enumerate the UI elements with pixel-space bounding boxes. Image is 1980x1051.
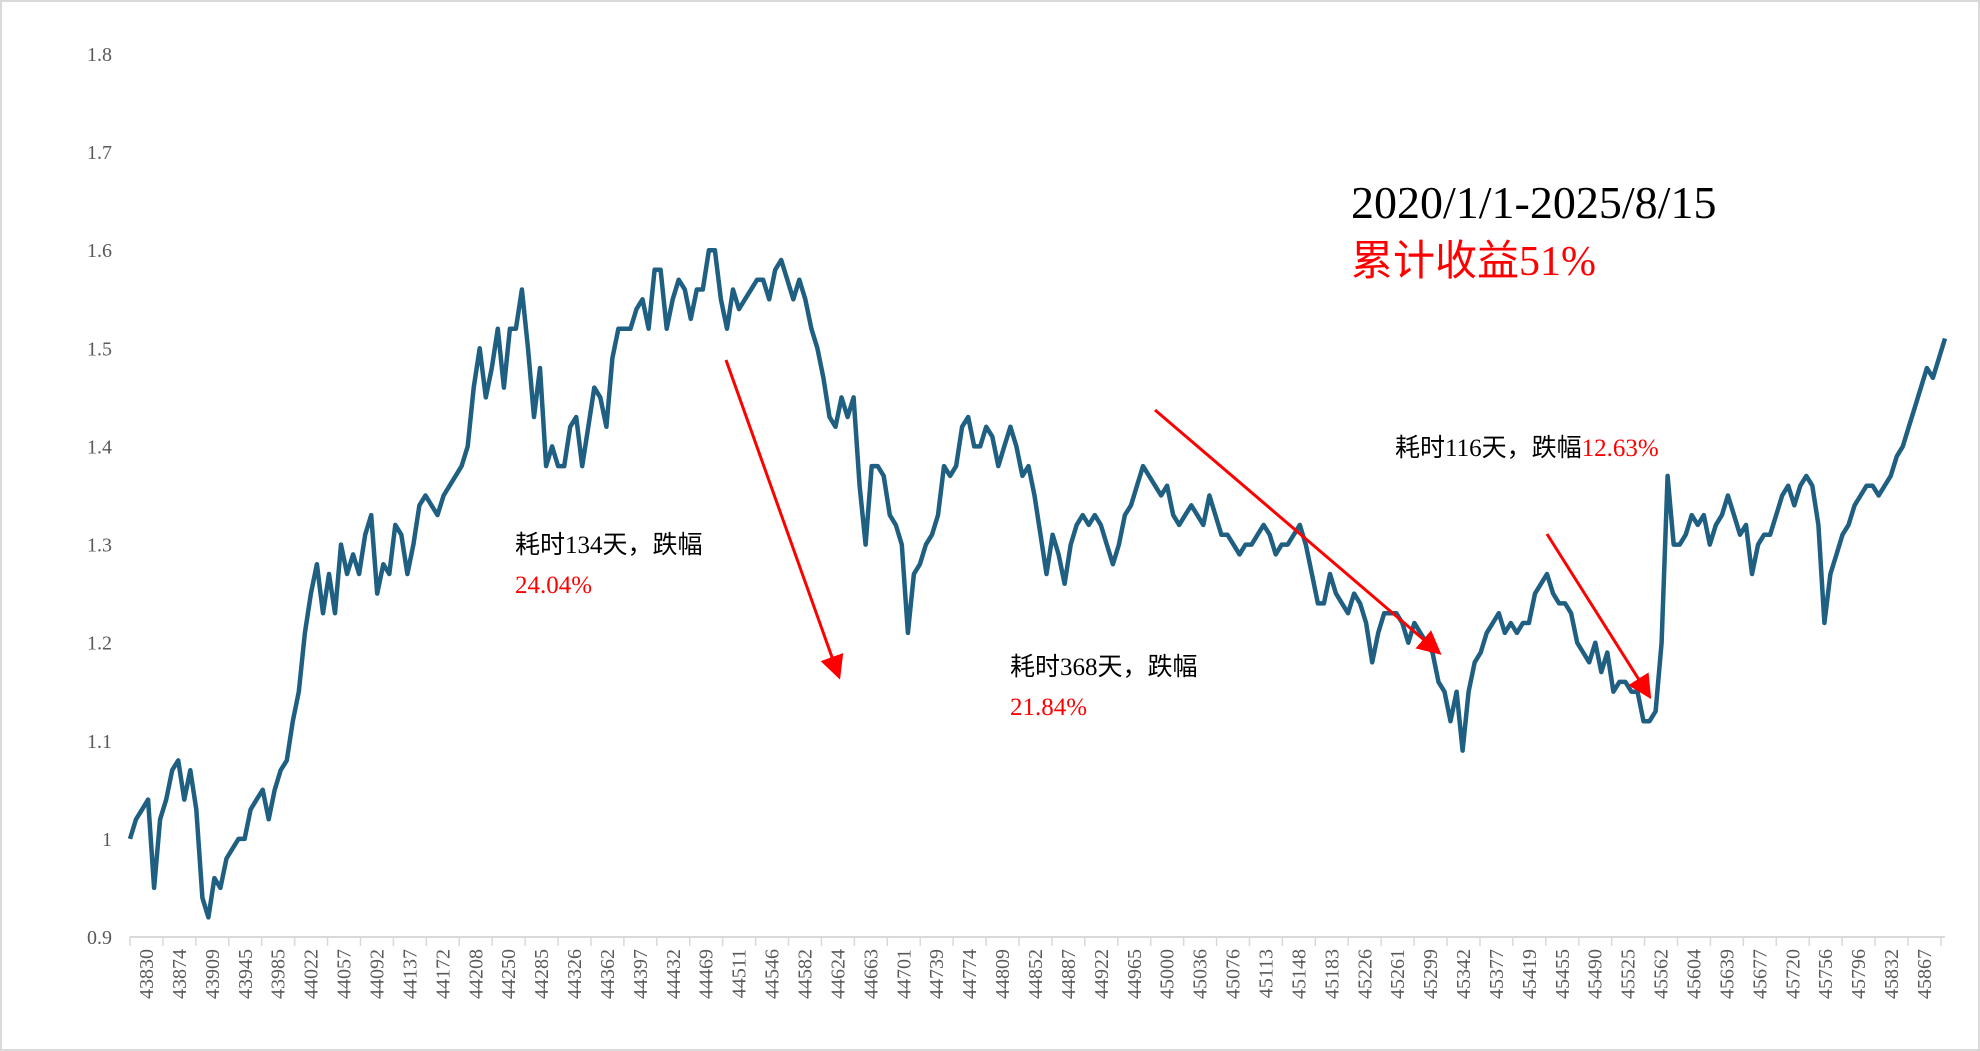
x-tick-label: 44022	[301, 949, 323, 999]
x-tick-label: 45562	[1651, 949, 1673, 999]
annotation-1-label: 耗时134天，跌幅	[515, 531, 703, 559]
x-tick-label: 45419	[1519, 949, 1541, 999]
x-tick-label: 43874	[169, 949, 191, 999]
x-tick-label: 44809	[992, 949, 1014, 999]
x-tick-label: 44397	[630, 949, 652, 999]
x-tick-label: 45525	[1618, 949, 1640, 999]
x-tick-label: 45342	[1453, 949, 1475, 999]
y-tick-label: 1.4	[87, 436, 112, 458]
x-tick-label: 45183	[1321, 949, 1343, 999]
x-tick-label: 45299	[1420, 949, 1442, 999]
x-tick-label: 45226	[1354, 949, 1376, 999]
x-tick-label: 45639	[1716, 949, 1738, 999]
y-tick-label: 1.6	[87, 240, 112, 262]
x-tick-label: 45036	[1190, 949, 1212, 999]
x-tick-label: 45455	[1552, 949, 1574, 999]
x-tick-label: 44582	[795, 949, 817, 999]
x-tick-label: 45000	[1157, 949, 1179, 999]
x-tick-label: 45490	[1585, 949, 1607, 999]
x-tick-label: 44774	[959, 949, 981, 999]
chart-title: 2020/1/1-2025/8/15	[1351, 177, 1716, 228]
x-tick-label: 44137	[399, 949, 421, 999]
x-tick-label: 45604	[1684, 949, 1706, 999]
x-tick-label: 44852	[1025, 949, 1047, 999]
x-tick-label: 44469	[696, 949, 718, 999]
x-tick-label: 43985	[268, 949, 290, 999]
x-axis: 43830 43874 43909 43945 43985 44022 44057 44092…	[129, 936, 1945, 999]
x-tick-label: 45076	[1223, 949, 1245, 999]
x-tick-label: 44092	[366, 949, 388, 999]
x-tick-label: 44701	[893, 949, 915, 999]
x-tick-label: 45148	[1288, 949, 1310, 999]
y-tick-label: 1.5	[87, 338, 112, 360]
drawdown-arrow-1	[724, 359, 844, 680]
chart-subtitle: 累计收益51%	[1351, 239, 1596, 285]
x-tick-label: 44624	[827, 949, 849, 999]
x-tick-label: 45867	[1914, 949, 1936, 999]
x-tick-label: 44208	[465, 949, 487, 999]
y-tick-label: 1.8	[87, 44, 112, 66]
x-tick-label: 44362	[597, 949, 619, 999]
annotation-1-value: 24.04%	[515, 572, 592, 599]
x-tick-label: 45720	[1782, 949, 1804, 999]
x-tick-label: 44511	[729, 949, 751, 998]
annotation-3-label: 耗时116天，跌幅	[1395, 434, 1582, 462]
y-tick-label: 1.1	[87, 731, 112, 753]
y-tick-label: 1.7	[87, 142, 112, 164]
y-tick-label: 0.9	[87, 927, 112, 949]
y-axis: 0.9 1 1.1 1.2 1.3 1.4 1.5 1.6 1.7 1.8	[87, 44, 112, 949]
y-tick-label: 1	[102, 829, 112, 851]
x-tick-label: 44663	[860, 949, 882, 999]
x-tick-label: 44326	[564, 949, 586, 999]
annotation-3: 耗时116天，跌幅12.63%	[1395, 434, 1659, 462]
x-tick-label: 44250	[498, 949, 520, 999]
x-tick-label: 45832	[1881, 949, 1903, 999]
x-tick-label: 44546	[762, 949, 784, 999]
x-tick-label: 44432	[663, 949, 685, 999]
x-tick-label: 44172	[432, 949, 454, 999]
x-tick-label: 43830	[136, 949, 158, 999]
x-tick-label: 43945	[235, 949, 257, 999]
x-tick-label: 44887	[1058, 949, 1080, 999]
x-tick-label: 45796	[1848, 949, 1870, 999]
x-tick-label: 44057	[334, 949, 356, 999]
y-tick-label: 1.3	[87, 535, 112, 557]
annotation-2-label: 耗时368天，跌幅	[1010, 653, 1198, 681]
x-tick-label: 45756	[1815, 949, 1837, 999]
annotation-2-value: 21.84%	[1010, 694, 1087, 721]
x-tick-label: 43909	[202, 949, 224, 999]
x-tick-label: 44285	[531, 949, 553, 999]
drawdown-arrow-3	[1545, 533, 1652, 700]
drawdown-arrow-2	[1154, 408, 1442, 655]
x-tick-label: 44739	[926, 949, 948, 999]
series-lines	[127, 247, 1948, 920]
annotation-3-value: 12.63%	[1582, 435, 1659, 462]
x-tick-label: 44922	[1091, 949, 1113, 999]
series-line-净值	[127, 247, 1948, 920]
x-tick-label: 45377	[1486, 949, 1508, 999]
x-tick-label: 45113	[1255, 949, 1277, 998]
y-tick-label: 1.2	[87, 633, 112, 655]
x-tick-label: 45261	[1387, 949, 1409, 999]
x-tick-label: 44965	[1124, 949, 1146, 999]
x-tick-label: 45677	[1749, 949, 1771, 999]
